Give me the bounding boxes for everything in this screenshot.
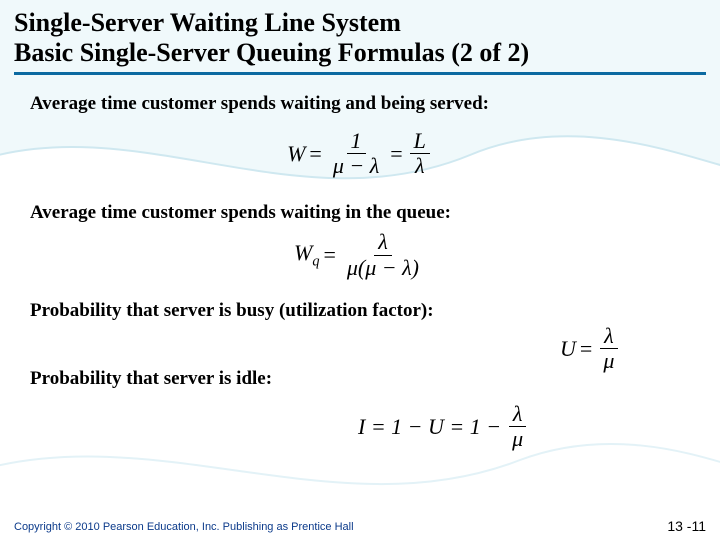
f4-frac: λ μ <box>508 402 527 451</box>
eq-sign: = <box>390 141 402 167</box>
f1-lhs: W <box>287 141 305 167</box>
f2-lhs: Wq <box>294 240 319 270</box>
f1-frac2: L λ <box>410 129 430 178</box>
title-line-1: Single-Server Waiting Line System <box>14 8 706 38</box>
f2-frac: λ μ(μ − λ) <box>343 230 423 279</box>
f1-den1: μ − λ <box>329 154 383 178</box>
item-2-text: Average time customer spends waiting in … <box>30 202 706 224</box>
item-2-formula: Wq = λ μ(μ − λ) <box>14 230 706 279</box>
f2-lhs-sym: W <box>294 240 312 265</box>
f2-num: λ <box>374 230 392 255</box>
f1-frac1: 1 μ − λ <box>329 129 383 178</box>
f2-lhs-sub: q <box>312 253 319 269</box>
f4-num: λ <box>509 402 527 427</box>
f4-den: μ <box>508 427 527 451</box>
f4-expr: I = 1 − U = 1 − <box>358 414 501 440</box>
item-3-text: Probability that server is busy (utiliza… <box>30 300 706 322</box>
item-1-text: Average time customer spends waiting and… <box>30 93 706 115</box>
item-1-formula: W = 1 μ − λ = L λ <box>14 129 706 178</box>
slide-title-block: Single-Server Waiting Line System Basic … <box>14 8 706 75</box>
eq-sign: = <box>323 242 335 268</box>
f2-den: μ(μ − λ) <box>343 256 423 280</box>
item-4-text: Probability that server is idle: <box>30 368 706 390</box>
eq-sign: = <box>309 141 321 167</box>
f1-num1: 1 <box>347 129 366 154</box>
copyright-text: Copyright © 2010 Pearson Education, Inc.… <box>14 521 374 534</box>
slide-number: 13 -11 <box>667 518 706 534</box>
item-4-formula: I = 1 − U = 1 − λ μ <box>358 402 530 451</box>
f1-num2: L <box>410 129 430 154</box>
title-line-2: Basic Single-Server Queuing Formulas (2 … <box>14 38 706 68</box>
f1-den2: λ <box>411 154 429 178</box>
